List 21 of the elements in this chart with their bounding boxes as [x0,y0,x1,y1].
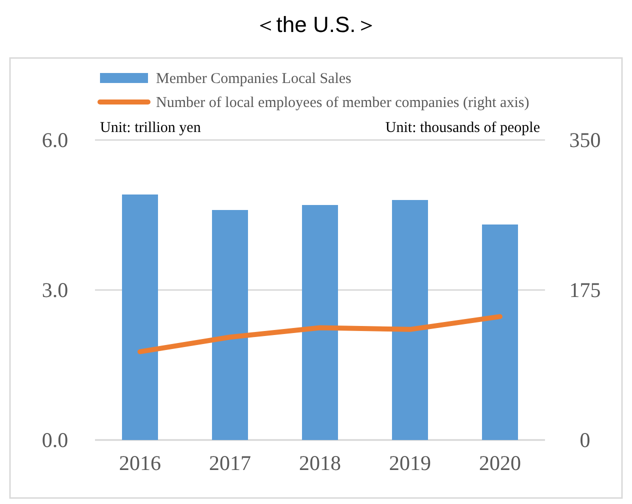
bar [302,205,338,440]
text: Unit: thousands of people [385,120,540,136]
bar [392,200,428,440]
text: Unit: trillion yen [100,120,202,136]
y-tick-label: 6.0 [42,128,68,152]
x-tick-label: 2018 [299,451,341,475]
legend-label: Member Companies Local Sales [156,71,352,87]
y2-tick-label: 350 [569,128,601,152]
bar [482,224,518,440]
y2-tick-label: 175 [569,278,601,302]
x-tick-label: 2019 [389,451,431,475]
bar [122,194,158,440]
y2-tick-label: 0 [580,428,590,452]
legend-label: Number of local employees of member companies (right axis) [156,95,530,111]
x-tick-label: 2020 [479,451,521,475]
bar [212,210,248,440]
x-tick-label: 2017 [209,451,251,475]
chart-title: ＜the U.S.＞ [254,12,378,37]
x-tick-label: 2016 [119,451,161,475]
y-tick-label: 0.0 [42,428,68,452]
y-tick-label: 3.0 [42,278,68,302]
